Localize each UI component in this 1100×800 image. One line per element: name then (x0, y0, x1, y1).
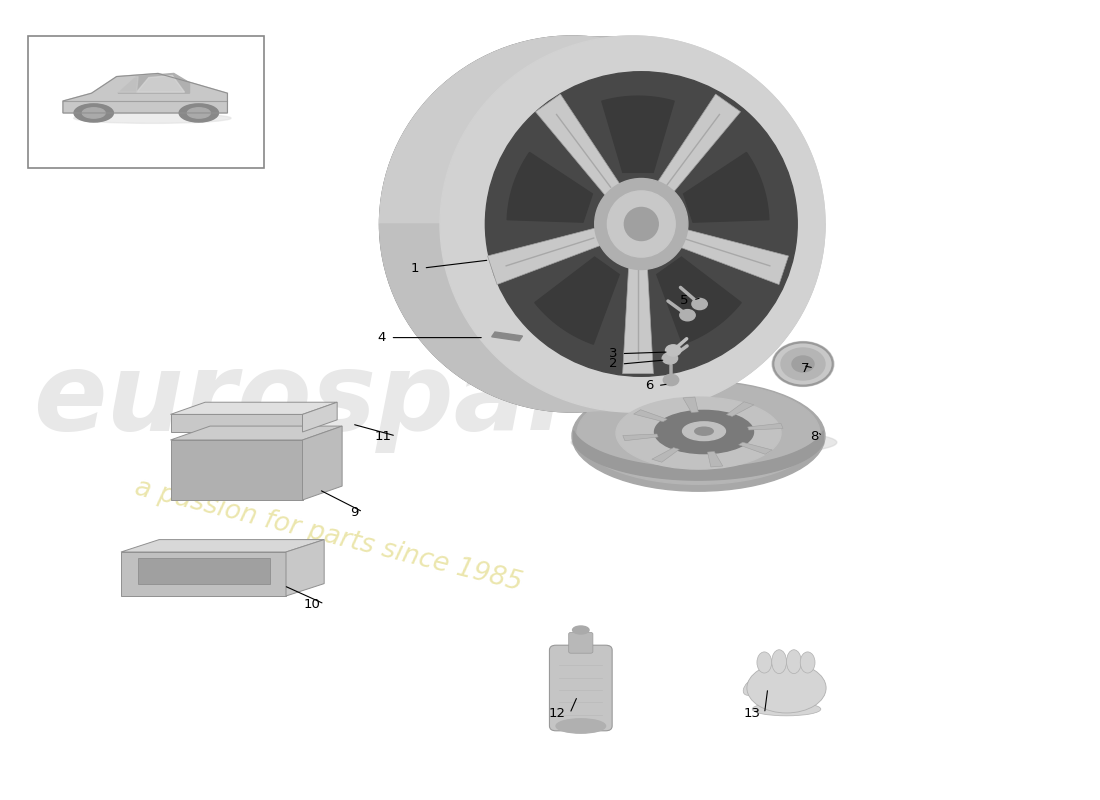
Ellipse shape (752, 702, 821, 716)
Polygon shape (683, 397, 698, 413)
Text: 13: 13 (744, 707, 760, 720)
Text: 2: 2 (608, 358, 617, 370)
Ellipse shape (744, 677, 764, 695)
Polygon shape (492, 332, 522, 341)
Text: 7: 7 (801, 362, 810, 374)
Ellipse shape (772, 650, 786, 674)
Ellipse shape (757, 652, 772, 673)
Polygon shape (634, 410, 667, 422)
Text: 11: 11 (375, 430, 392, 442)
Ellipse shape (625, 207, 658, 241)
Polygon shape (136, 75, 185, 92)
Ellipse shape (187, 108, 210, 118)
Polygon shape (286, 540, 324, 596)
Polygon shape (602, 96, 674, 172)
Ellipse shape (179, 104, 219, 122)
Polygon shape (623, 434, 658, 441)
Polygon shape (302, 426, 342, 500)
Text: a passion for parts since 1985: a passion for parts since 1985 (132, 475, 525, 597)
Text: 10: 10 (304, 598, 320, 610)
Polygon shape (170, 414, 302, 432)
Polygon shape (302, 402, 338, 432)
Polygon shape (118, 74, 189, 94)
Polygon shape (170, 402, 338, 414)
Polygon shape (121, 552, 286, 596)
Text: 3: 3 (608, 347, 617, 360)
Ellipse shape (74, 113, 231, 123)
Text: eurospares: eurospares (33, 347, 718, 453)
Circle shape (792, 356, 814, 372)
Ellipse shape (557, 718, 606, 733)
Text: 12: 12 (549, 707, 565, 720)
Ellipse shape (485, 72, 798, 376)
Polygon shape (739, 442, 772, 454)
Polygon shape (726, 402, 754, 416)
Polygon shape (748, 423, 783, 430)
Polygon shape (138, 558, 270, 584)
Text: 1: 1 (410, 262, 419, 274)
Polygon shape (118, 77, 139, 92)
Polygon shape (683, 153, 769, 222)
Circle shape (663, 374, 679, 386)
Text: 5: 5 (680, 294, 689, 306)
Text: 9: 9 (350, 506, 359, 518)
Ellipse shape (786, 650, 801, 674)
Polygon shape (379, 36, 825, 224)
Polygon shape (379, 36, 632, 412)
Ellipse shape (82, 108, 106, 118)
Polygon shape (487, 228, 602, 285)
Ellipse shape (74, 104, 113, 122)
Circle shape (772, 342, 834, 386)
FancyBboxPatch shape (28, 36, 264, 168)
Polygon shape (654, 94, 740, 197)
Ellipse shape (379, 36, 764, 412)
Text: 8: 8 (810, 430, 818, 442)
Ellipse shape (682, 422, 726, 441)
Polygon shape (379, 224, 825, 412)
Ellipse shape (695, 427, 713, 435)
Circle shape (680, 310, 695, 321)
Ellipse shape (440, 36, 825, 412)
Polygon shape (170, 440, 302, 500)
Polygon shape (507, 153, 593, 222)
Ellipse shape (571, 428, 837, 457)
Polygon shape (170, 426, 342, 440)
Polygon shape (707, 451, 723, 467)
Polygon shape (623, 264, 653, 374)
Circle shape (662, 353, 678, 364)
Polygon shape (536, 94, 621, 197)
Ellipse shape (573, 626, 590, 634)
Polygon shape (63, 74, 228, 113)
Text: 6: 6 (645, 379, 653, 392)
Polygon shape (535, 257, 619, 344)
Ellipse shape (607, 191, 675, 257)
FancyBboxPatch shape (550, 645, 612, 731)
Circle shape (781, 348, 825, 380)
Polygon shape (657, 257, 741, 344)
Ellipse shape (572, 381, 825, 491)
Circle shape (692, 298, 707, 310)
Ellipse shape (616, 397, 781, 469)
Ellipse shape (747, 663, 826, 713)
Polygon shape (652, 448, 680, 462)
Ellipse shape (578, 382, 820, 484)
Text: 4: 4 (377, 331, 386, 344)
Ellipse shape (632, 407, 764, 465)
Polygon shape (573, 430, 824, 480)
Ellipse shape (654, 410, 754, 454)
Polygon shape (121, 540, 324, 552)
Circle shape (666, 345, 681, 356)
Polygon shape (674, 228, 789, 285)
Ellipse shape (800, 652, 815, 673)
FancyBboxPatch shape (569, 632, 593, 653)
Ellipse shape (595, 178, 688, 270)
